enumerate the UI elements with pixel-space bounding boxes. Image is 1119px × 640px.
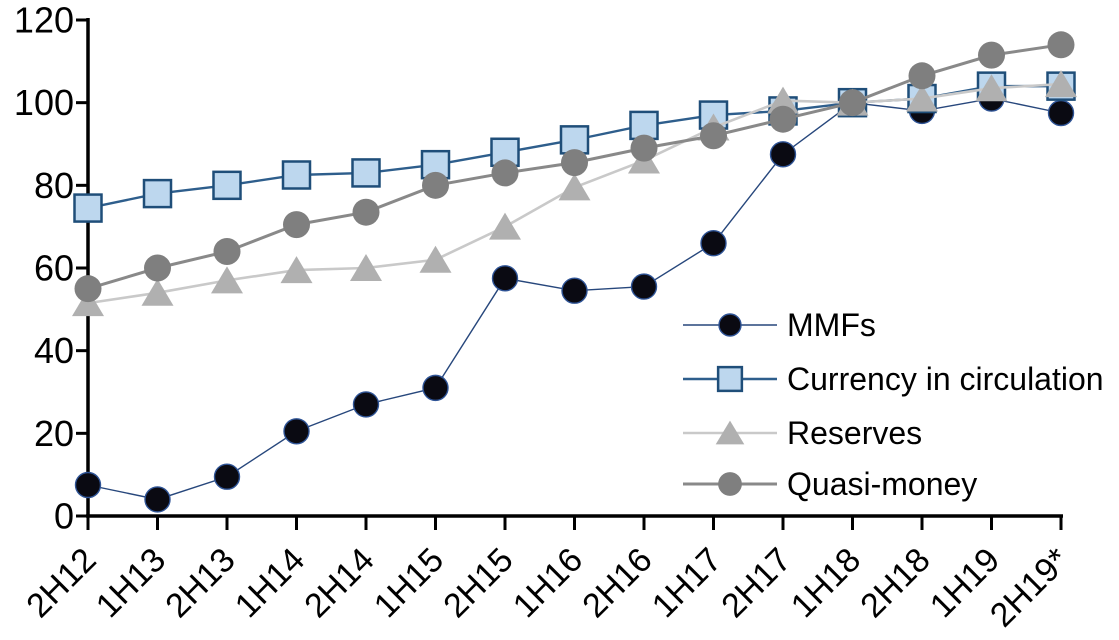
data-point-marker (491, 265, 519, 292)
data-point-marker (561, 277, 588, 304)
data-point-marker (281, 160, 312, 190)
data-point-marker (283, 211, 310, 239)
legend-marker-square-icon (716, 365, 744, 393)
data-point-marker (422, 171, 449, 199)
legend-marker-circle-icon (718, 472, 742, 496)
y-tick-label: 100 (14, 82, 74, 123)
legend-item-quasi-money: Quasi-money (683, 466, 977, 502)
data-point-marker (975, 74, 1008, 102)
legend-label: MMFs (787, 307, 876, 343)
data-point-marker (350, 254, 382, 281)
data-point-marker (1047, 31, 1075, 59)
y-tick-label: 40 (34, 330, 74, 371)
legend-item-mmfs: MMFs (683, 307, 876, 343)
data-point-marker (490, 137, 520, 168)
y-tick-label: 20 (34, 413, 74, 454)
x-tick-label: 1H13 (89, 541, 173, 625)
data-point-marker (630, 273, 658, 300)
data-point-marker (629, 110, 659, 141)
data-point-marker (142, 178, 173, 209)
legend-item-reserves: Reserves (683, 415, 922, 451)
data-point-marker (769, 105, 797, 133)
x-tick-label: 2H15 (436, 541, 520, 625)
data-point-marker (352, 391, 380, 418)
data-point-marker (491, 159, 519, 187)
legend-label: Quasi-money (787, 466, 977, 502)
data-point-marker (767, 86, 799, 114)
data-point-marker (1045, 70, 1077, 98)
data-point-marker (352, 198, 380, 226)
x-tick-label: 2H14 (297, 541, 381, 625)
data-point-marker (906, 84, 938, 112)
data-point-marker (908, 62, 936, 90)
y-tick-label: 60 (34, 248, 74, 289)
x-tick-label: 2H19* (983, 541, 1077, 635)
x-tick-label: 2H17 (714, 541, 798, 625)
data-point-marker (74, 471, 102, 499)
data-point-marker (558, 173, 591, 201)
x-tick-label: 1H16 (506, 541, 590, 625)
x-tick-label: 2H13 (158, 541, 242, 625)
data-point-marker (978, 41, 1005, 69)
x-tick-label: 2H18 (853, 541, 937, 625)
data-point-marker (422, 374, 449, 402)
data-point-marker (419, 245, 452, 273)
data-point-marker (489, 212, 521, 240)
x-tick-label: 1H17 (645, 541, 729, 625)
legend-label: Reserves (787, 415, 922, 451)
data-point-marker (700, 229, 727, 257)
data-point-marker (769, 141, 797, 168)
data-point-marker (144, 254, 171, 282)
legend-item-currency-in-circulation: Currency in circulation (683, 361, 1104, 397)
y-tick-label: 0 (54, 496, 74, 537)
data-point-marker (283, 418, 310, 445)
series-quasi-money (74, 31, 1075, 303)
legend: MMFs Currency in circulation Reserves Quasi… (683, 307, 1104, 502)
data-point-marker (73, 193, 103, 223)
data-point-marker (630, 134, 658, 162)
x-tick-label: 2H16 (575, 541, 659, 625)
x-tick-label: 1H14 (228, 541, 312, 625)
data-point-marker (280, 256, 313, 284)
legend-marker-triangle-icon (715, 420, 745, 445)
data-point-marker (72, 289, 104, 317)
data-point-marker (700, 122, 727, 150)
data-point-marker (351, 158, 381, 188)
data-point-marker (213, 463, 241, 490)
x-tick-label: 2H12 (19, 541, 103, 625)
data-point-marker (561, 149, 588, 177)
y-tick-label: 80 (34, 165, 74, 206)
x-tick-label: 1H15 (367, 541, 451, 625)
data-point-marker (141, 278, 174, 306)
data-point-marker (211, 266, 243, 294)
legend-marker-circle-icon (718, 313, 742, 337)
data-point-marker (212, 170, 242, 201)
legend-label: Currency in circulation (787, 361, 1104, 397)
data-point-marker (1047, 99, 1075, 127)
data-point-marker (213, 237, 241, 265)
data-point-marker (74, 275, 102, 303)
x-tick-label: 1H18 (784, 541, 868, 625)
data-point-marker (144, 486, 171, 513)
y-tick-label: 120 (14, 0, 74, 41)
data-point-marker (839, 89, 866, 117)
